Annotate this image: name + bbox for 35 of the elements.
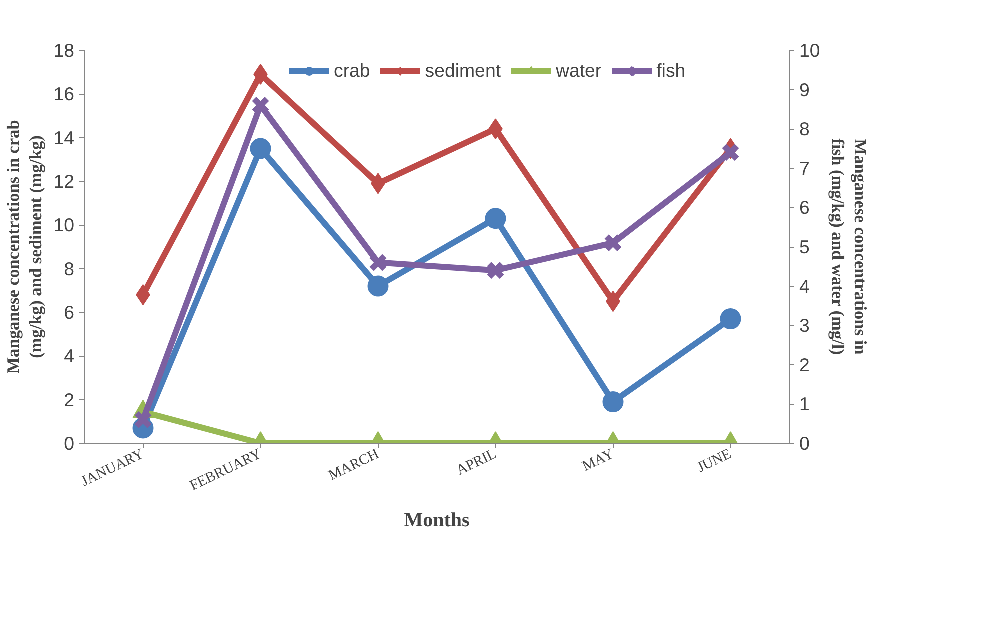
legend-label: water — [556, 60, 602, 82]
legend-label: sediment — [425, 60, 501, 82]
y-tick-label: 12 — [54, 171, 75, 192]
legend-label: crab — [334, 60, 370, 82]
y2-tick-label: 6 — [800, 197, 810, 218]
y2-tick-label: 2 — [800, 354, 810, 376]
point — [368, 276, 389, 297]
y-tick-label: 10 — [54, 214, 75, 236]
y2-tick-label: 5 — [800, 236, 810, 258]
y2-tick-label: 8 — [800, 118, 810, 140]
y2-tick-label: 0 — [800, 433, 810, 454]
y-tick-label: 14 — [54, 127, 75, 148]
y-tick-label: 8 — [64, 258, 75, 280]
y-tick-label: 0 — [64, 433, 75, 454]
point — [485, 208, 506, 230]
point — [720, 308, 742, 330]
x-tick-label: MAY — [580, 446, 618, 475]
y-tick-label: 6 — [64, 302, 75, 323]
point — [602, 392, 624, 412]
y2-tick-label: 7 — [800, 158, 810, 179]
legend-label: fish — [656, 60, 686, 82]
y2-tick-label: 10 — [800, 40, 820, 61]
y2-axis-title: Manganese concentrations in fish (mg/kg) and water (mg/l) — [828, 138, 870, 356]
y-tick-label: 18 — [54, 40, 75, 61]
point — [250, 138, 272, 160]
y2-tick-label: 4 — [800, 276, 810, 297]
y2-tick-label: 1 — [800, 394, 810, 415]
x-tick-label: JUNE — [695, 446, 734, 476]
y-tick-label: 4 — [64, 346, 75, 367]
y-axis-title: Manganese concentrations in crab (mg/kg) and sediment (mg/kg) — [4, 120, 46, 374]
y-tick-label: 16 — [54, 84, 75, 105]
x-axis-title: Months — [404, 510, 470, 532]
y-tick-label: 2 — [64, 389, 75, 410]
y2-tick-label: 3 — [800, 315, 810, 336]
y2-tick-label: 9 — [800, 79, 810, 100]
